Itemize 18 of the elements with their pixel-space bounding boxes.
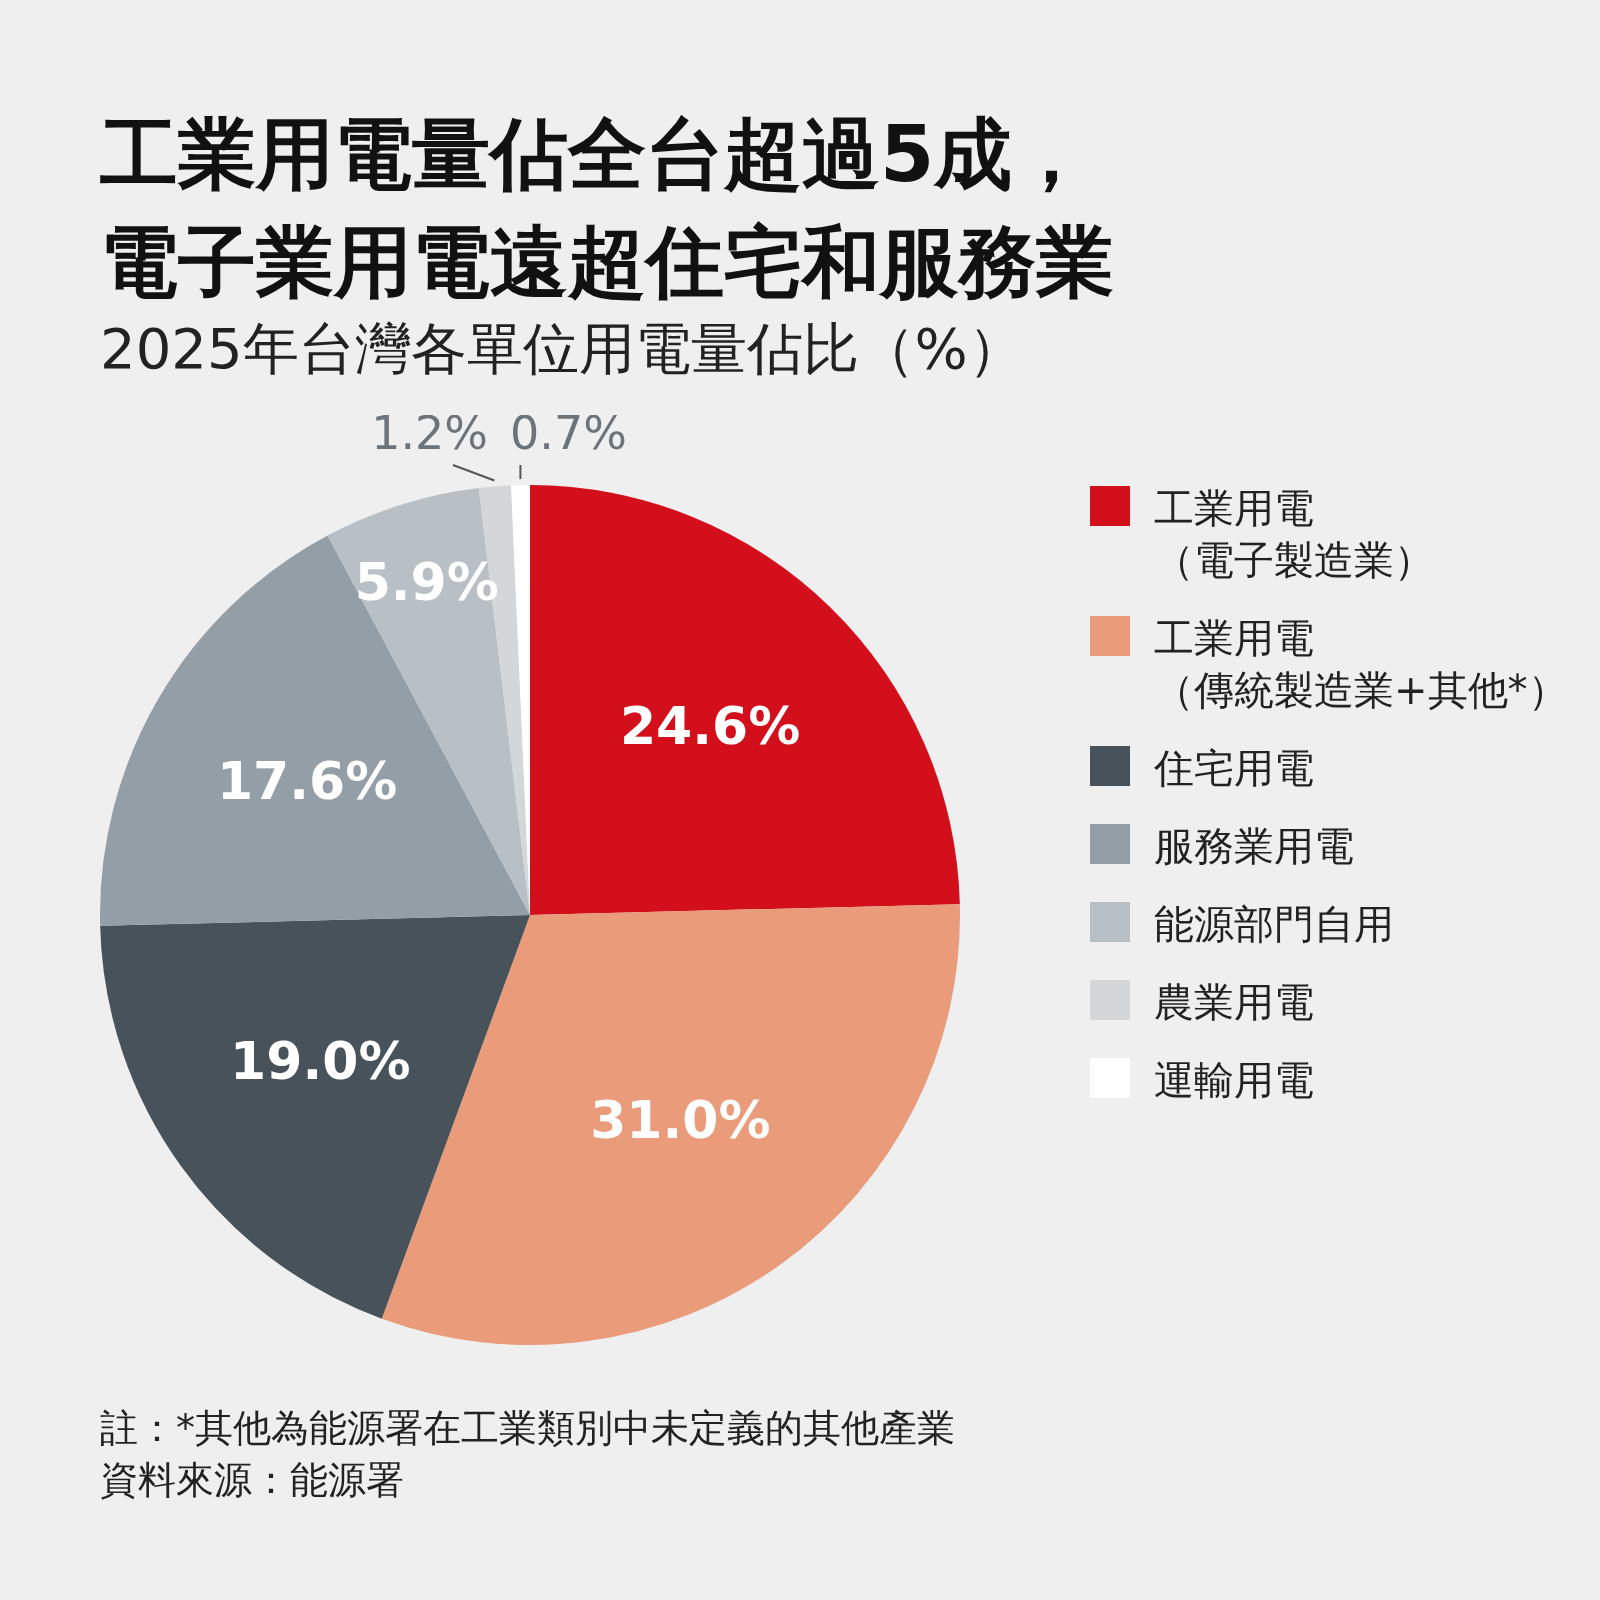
legend-label: 服務業用電 xyxy=(1154,822,1354,871)
data-label: 0.7% xyxy=(510,405,627,460)
data-label: 17.6% xyxy=(216,750,398,811)
data-label: 1.2% xyxy=(371,405,489,460)
chart-subtitle: 2025年台灣各單位用電量佔比（%） xyxy=(100,315,1024,383)
source-note: 資料來源：能源署 xyxy=(100,1457,405,1504)
chart-title: 工業用電量佔全台超過5成，電子業用電遠超住宅和服務業 xyxy=(100,108,1115,309)
legend-label: 運輸用電 xyxy=(1154,1056,1314,1105)
legend-label: 農業用電 xyxy=(1154,978,1314,1027)
text: 註：*其他為能源署在工業類別中未定義的其他產業 xyxy=(100,1405,955,1452)
data-label: 31.0% xyxy=(590,1090,771,1151)
data-label: 5.9% xyxy=(354,552,499,613)
legend-label: 能源部門自用 xyxy=(1154,900,1394,949)
legend-label: 住宅用電 xyxy=(1154,744,1314,793)
data-label: 19.0% xyxy=(230,1030,411,1091)
data-label: 24.6% xyxy=(619,695,801,756)
legend-label: 工業用電（電子製造業） xyxy=(1154,484,1434,585)
legend-label: 工業用電（傳統製造業+其他*） xyxy=(1154,614,1568,715)
